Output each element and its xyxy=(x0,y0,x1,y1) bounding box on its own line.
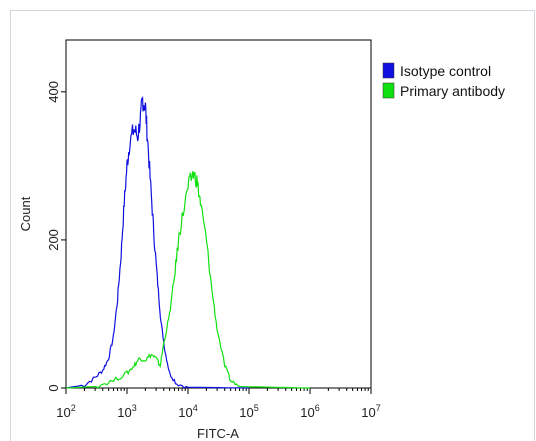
x-axis-ticks: 102 103 104 105 106 107 xyxy=(56,388,381,420)
y-tick-label: 0 xyxy=(46,384,61,391)
x-axis-minor-ticks xyxy=(83,388,369,391)
legend-label: Isotype control xyxy=(400,63,491,79)
x-tick-label: 107 xyxy=(361,403,380,420)
x-tick-label: 106 xyxy=(300,403,319,420)
legend: Isotype control Primary antibody xyxy=(382,62,505,99)
x-tick-label: 102 xyxy=(56,403,75,420)
legend-label: Primary antibody xyxy=(400,83,505,99)
y-axis-ticks: 0 200 400 xyxy=(46,81,66,392)
x-axis-title: FITC-A xyxy=(197,426,239,441)
series-line-primary-antibody xyxy=(65,171,311,389)
x-tick-label: 105 xyxy=(239,403,258,420)
outer-frame xyxy=(10,10,535,441)
legend-swatch xyxy=(382,82,395,99)
x-tick-label: 104 xyxy=(178,403,197,420)
y-tick-label: 400 xyxy=(46,81,61,103)
series-line-isotype-control xyxy=(65,95,250,389)
plot-area-frame xyxy=(65,39,372,389)
y-axis-title: Count xyxy=(18,196,33,231)
legend-swatch xyxy=(382,62,395,79)
histogram-series xyxy=(65,95,311,389)
y-tick-label: 200 xyxy=(46,229,61,251)
x-tick-label: 103 xyxy=(117,403,136,420)
